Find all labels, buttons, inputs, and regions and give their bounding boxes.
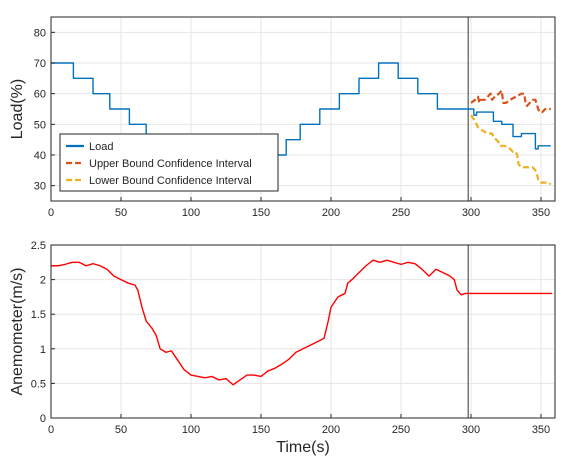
x-tick-label: 150 bbox=[252, 424, 270, 436]
x-tick-label: 0 bbox=[48, 207, 54, 219]
x-tick-label: 50 bbox=[115, 207, 127, 219]
legend-label: Upper Bound Confidence Interval bbox=[89, 158, 252, 170]
y-tick-label: 0.5 bbox=[31, 378, 46, 390]
legend-label: Load bbox=[89, 141, 113, 153]
x-tick-label: 200 bbox=[322, 207, 340, 219]
y-tick-label: 1 bbox=[40, 344, 46, 356]
y-tick-label: 0 bbox=[40, 413, 46, 425]
y-tick-label: 70 bbox=[34, 58, 46, 70]
series-line-2 bbox=[470, 89, 551, 114]
x-axis-label: Time(s) bbox=[276, 439, 330, 456]
x-tick-label: 300 bbox=[462, 424, 480, 436]
chart-2: 0 50 100 150 200 250 300 350 0 0.5 1 1.5 2 2.5 Anemome… bbox=[9, 240, 556, 456]
series-line-3 bbox=[470, 114, 552, 186]
x-tick-label: 250 bbox=[392, 207, 410, 219]
legend: Load Upper Bound Confidence Interval Lower… bbox=[59, 133, 279, 192]
chart-1: 0 50 100 150 200 250 300 350 30 40 50 60 70 80 Load(%)… bbox=[9, 16, 556, 219]
y-tick-label: 2.5 bbox=[31, 240, 46, 252]
x-tick-label: 350 bbox=[532, 207, 550, 219]
y-tick-label: 60 bbox=[34, 89, 46, 101]
y-tick-label: 50 bbox=[34, 119, 46, 131]
x-tick-label: 200 bbox=[322, 424, 340, 436]
y-axis-label: Anemometer(m/s) bbox=[9, 267, 26, 395]
axes-box bbox=[50, 244, 556, 419]
x-tick-label: 150 bbox=[252, 207, 270, 219]
series-line-1 bbox=[51, 259, 553, 386]
y-tick-label: 40 bbox=[34, 150, 46, 162]
y-tick-label: 30 bbox=[34, 181, 46, 193]
y-tick-label: 1.5 bbox=[31, 309, 46, 321]
x-tick-label: 0 bbox=[48, 424, 54, 436]
x-tick-label: 100 bbox=[182, 424, 200, 436]
y-tick-label: 2 bbox=[40, 275, 46, 287]
y-tick-label: 80 bbox=[34, 27, 46, 39]
axes-box bbox=[50, 16, 556, 202]
x-tick-label: 250 bbox=[392, 424, 410, 436]
x-tick-label: 50 bbox=[115, 424, 127, 436]
legend-box bbox=[59, 133, 279, 192]
x-tick-label: 300 bbox=[462, 207, 480, 219]
x-tick-label: 350 bbox=[532, 424, 550, 436]
plot-area bbox=[51, 245, 555, 418]
x-tick-label: 100 bbox=[182, 207, 200, 219]
legend-label: Lower Bound Confidence Interval bbox=[89, 175, 252, 187]
y-axis-label: Load(%) bbox=[9, 79, 26, 139]
